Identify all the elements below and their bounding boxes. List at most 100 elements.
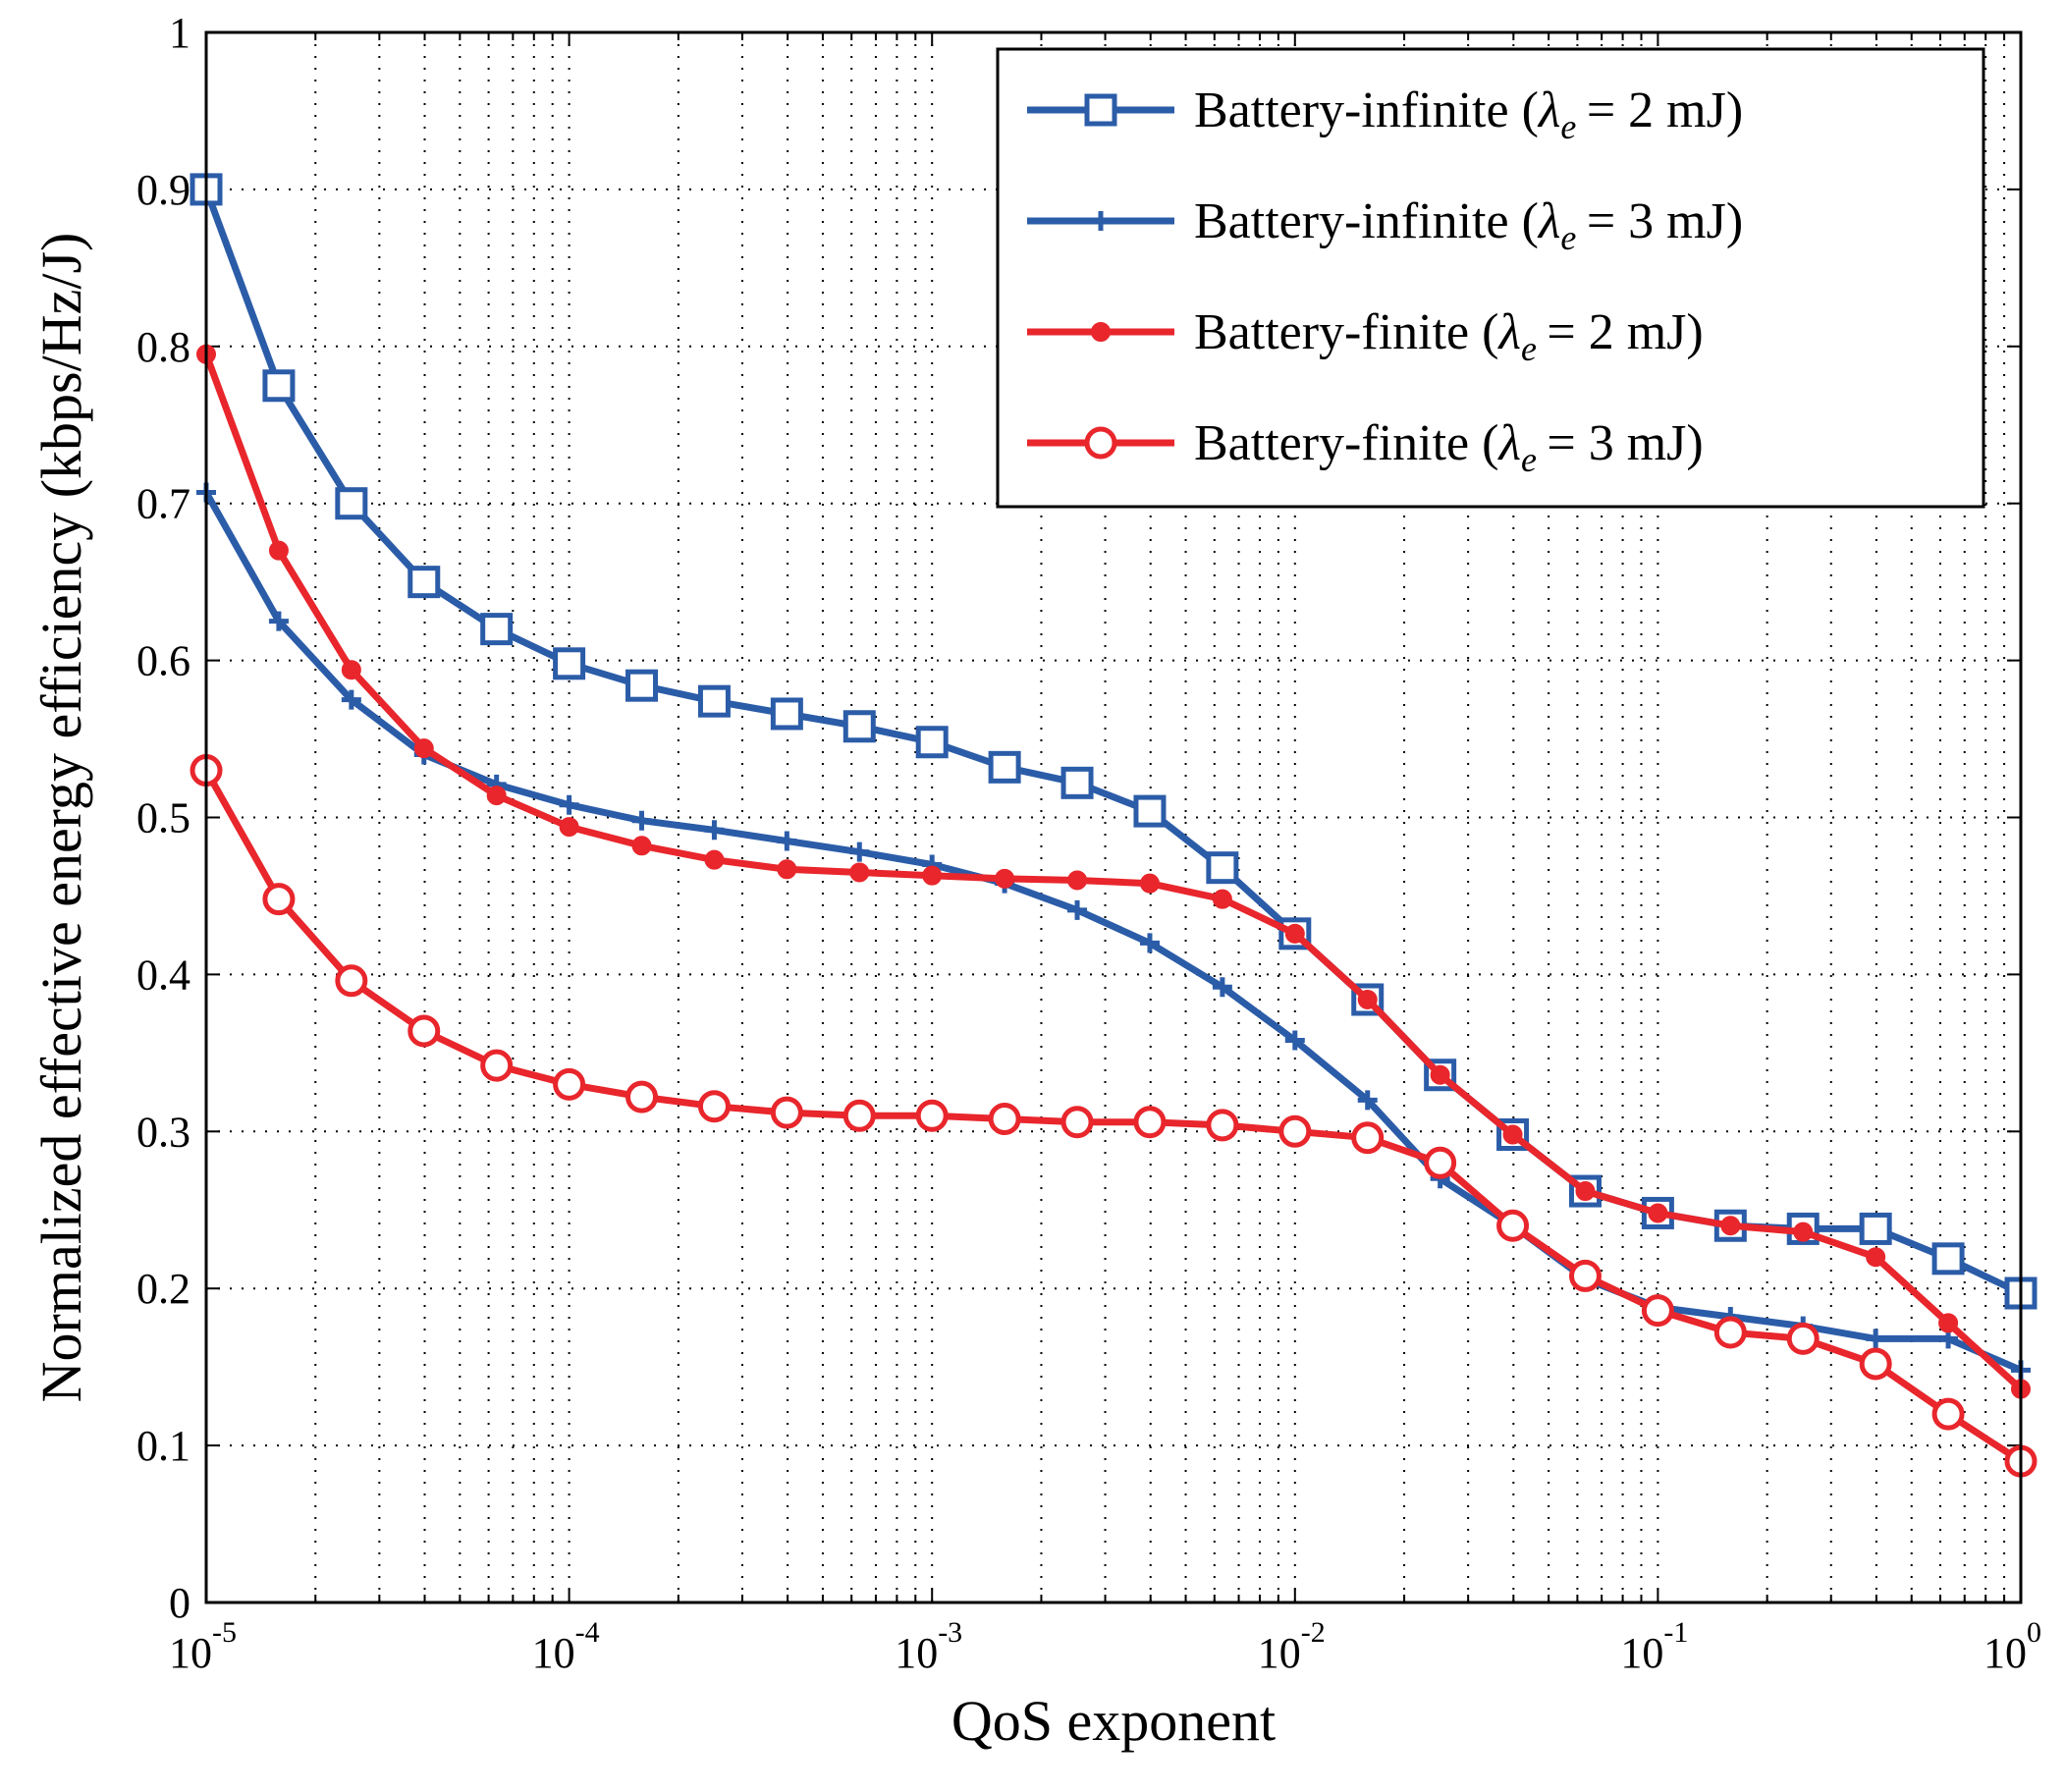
data-point xyxy=(1133,794,1167,828)
legend-label: Battery-finite (λe = 2 mJ) xyxy=(1194,304,1704,368)
data-point xyxy=(1424,1146,1457,1179)
legend-open-paren: ( xyxy=(1469,415,1498,471)
y-tick-label: 0.7 xyxy=(136,480,190,528)
legend-param-value: = 2 mJ xyxy=(1547,304,1686,360)
legend-label: Battery-infinite (λe = 3 mJ) xyxy=(1194,193,1743,257)
data-point xyxy=(335,487,368,520)
y-tick-label: 0.9 xyxy=(136,166,190,214)
data-point xyxy=(1568,1259,1602,1292)
plot-frame xyxy=(204,30,2023,1604)
data-point xyxy=(341,660,361,680)
data-point xyxy=(268,540,289,561)
data-point xyxy=(1931,1242,1965,1276)
x-tick-exponent: -4 xyxy=(575,1616,600,1649)
legend-param-value: = 3 mJ xyxy=(1587,193,1726,249)
y-tick-label: 0.5 xyxy=(136,794,190,842)
legend-lambda: λ xyxy=(1496,304,1521,360)
data-point xyxy=(1278,1114,1312,1148)
y-tick-label: 0.1 xyxy=(136,1422,190,1470)
data-point xyxy=(413,738,434,759)
legend-series-name: Battery-finite xyxy=(1194,304,1469,360)
data-point xyxy=(625,669,659,702)
data-point xyxy=(1786,1322,1820,1355)
data-point xyxy=(1206,851,1239,885)
y-tick-label: 0.6 xyxy=(136,637,190,685)
x-tick-exponent: -2 xyxy=(1301,1616,1326,1649)
x-tick-base: 10 xyxy=(1620,1629,1663,1677)
legend-close-paren: ) xyxy=(1726,193,1743,249)
data-point xyxy=(1430,1064,1450,1085)
data-point xyxy=(262,369,296,403)
x-tick-base: 10 xyxy=(532,1629,575,1677)
series-layer xyxy=(190,173,2038,1478)
data-point xyxy=(1938,1313,1959,1333)
data-point xyxy=(1496,1209,1530,1242)
series-line xyxy=(202,353,2024,1392)
legend-close-paren: ) xyxy=(1726,82,1743,138)
data-point xyxy=(842,710,876,743)
data-point xyxy=(625,1080,659,1113)
data-point xyxy=(486,786,507,806)
y-axis-label: Normalized effective energy efficiency (… xyxy=(29,233,93,1403)
data-point xyxy=(995,868,1015,889)
legend-open-paren: ( xyxy=(1509,82,1539,138)
data-point xyxy=(849,862,870,883)
legend-lambda: λ xyxy=(1537,193,1561,249)
data-point xyxy=(849,842,870,862)
series-4 xyxy=(190,754,2038,1478)
data-point xyxy=(1502,1124,1523,1145)
legend-value xyxy=(1537,415,1547,471)
legend-item: Battery-infinite (λe = 3 mJ) xyxy=(1027,193,1743,257)
x-tick-label: 10 -1 xyxy=(1620,1616,1688,1677)
data-point xyxy=(335,964,368,998)
data-point xyxy=(408,1014,441,1048)
x-tick-base: 10 xyxy=(1258,1629,1301,1677)
series-3 xyxy=(196,344,2031,1399)
data-point xyxy=(988,1103,1021,1136)
data-point xyxy=(922,865,943,886)
x-tick-exponent: 0 xyxy=(2027,1616,2041,1649)
legend-marker xyxy=(1084,426,1117,460)
series-line xyxy=(202,490,2023,1374)
legend-box xyxy=(996,47,1985,509)
data-point xyxy=(1641,1294,1674,1328)
x-tick-label: 10 -5 xyxy=(169,1616,237,1677)
data-point xyxy=(1793,1222,1814,1242)
data-point xyxy=(1139,933,1160,953)
x-tick-exponent: -3 xyxy=(938,1616,962,1649)
legend-lambda: λ xyxy=(1496,415,1521,471)
x-tick-exponent: -1 xyxy=(1663,1616,1688,1649)
legend-marker xyxy=(1091,322,1111,342)
data-point xyxy=(559,794,579,815)
data-point xyxy=(1284,923,1305,944)
data-point xyxy=(1720,1216,1741,1236)
data-point xyxy=(697,1090,731,1123)
legend-label: Battery-infinite (λe = 2 mJ) xyxy=(1194,82,1743,146)
data-point xyxy=(1357,989,1378,1009)
legend-lambda: λ xyxy=(1537,82,1561,138)
data-point xyxy=(553,647,586,680)
legend-series-name: Battery-infinite xyxy=(1194,82,1509,138)
x-tick-label: 10 -3 xyxy=(895,1616,962,1677)
data-point xyxy=(770,697,803,731)
data-point xyxy=(1351,1121,1385,1155)
data-point xyxy=(1931,1397,1965,1431)
data-point xyxy=(1859,1212,1892,1245)
legend-value xyxy=(1576,193,1586,249)
legend-item: Battery-infinite (λe = 2 mJ) xyxy=(1027,82,1743,146)
legend-marker xyxy=(1084,93,1117,127)
data-point xyxy=(480,1049,514,1082)
x-tick-label: 10 0 xyxy=(1983,1616,2041,1677)
legend-marker xyxy=(1091,211,1111,231)
data-point xyxy=(915,1099,949,1132)
data-point xyxy=(262,883,296,916)
data-point xyxy=(1357,1090,1378,1111)
data-point xyxy=(988,750,1021,784)
legend-value xyxy=(1537,304,1547,360)
data-point xyxy=(1212,889,1232,909)
y-tick-label: 0.4 xyxy=(136,950,190,999)
data-point xyxy=(915,726,949,759)
data-point xyxy=(1133,1106,1167,1139)
data-point xyxy=(559,817,579,838)
